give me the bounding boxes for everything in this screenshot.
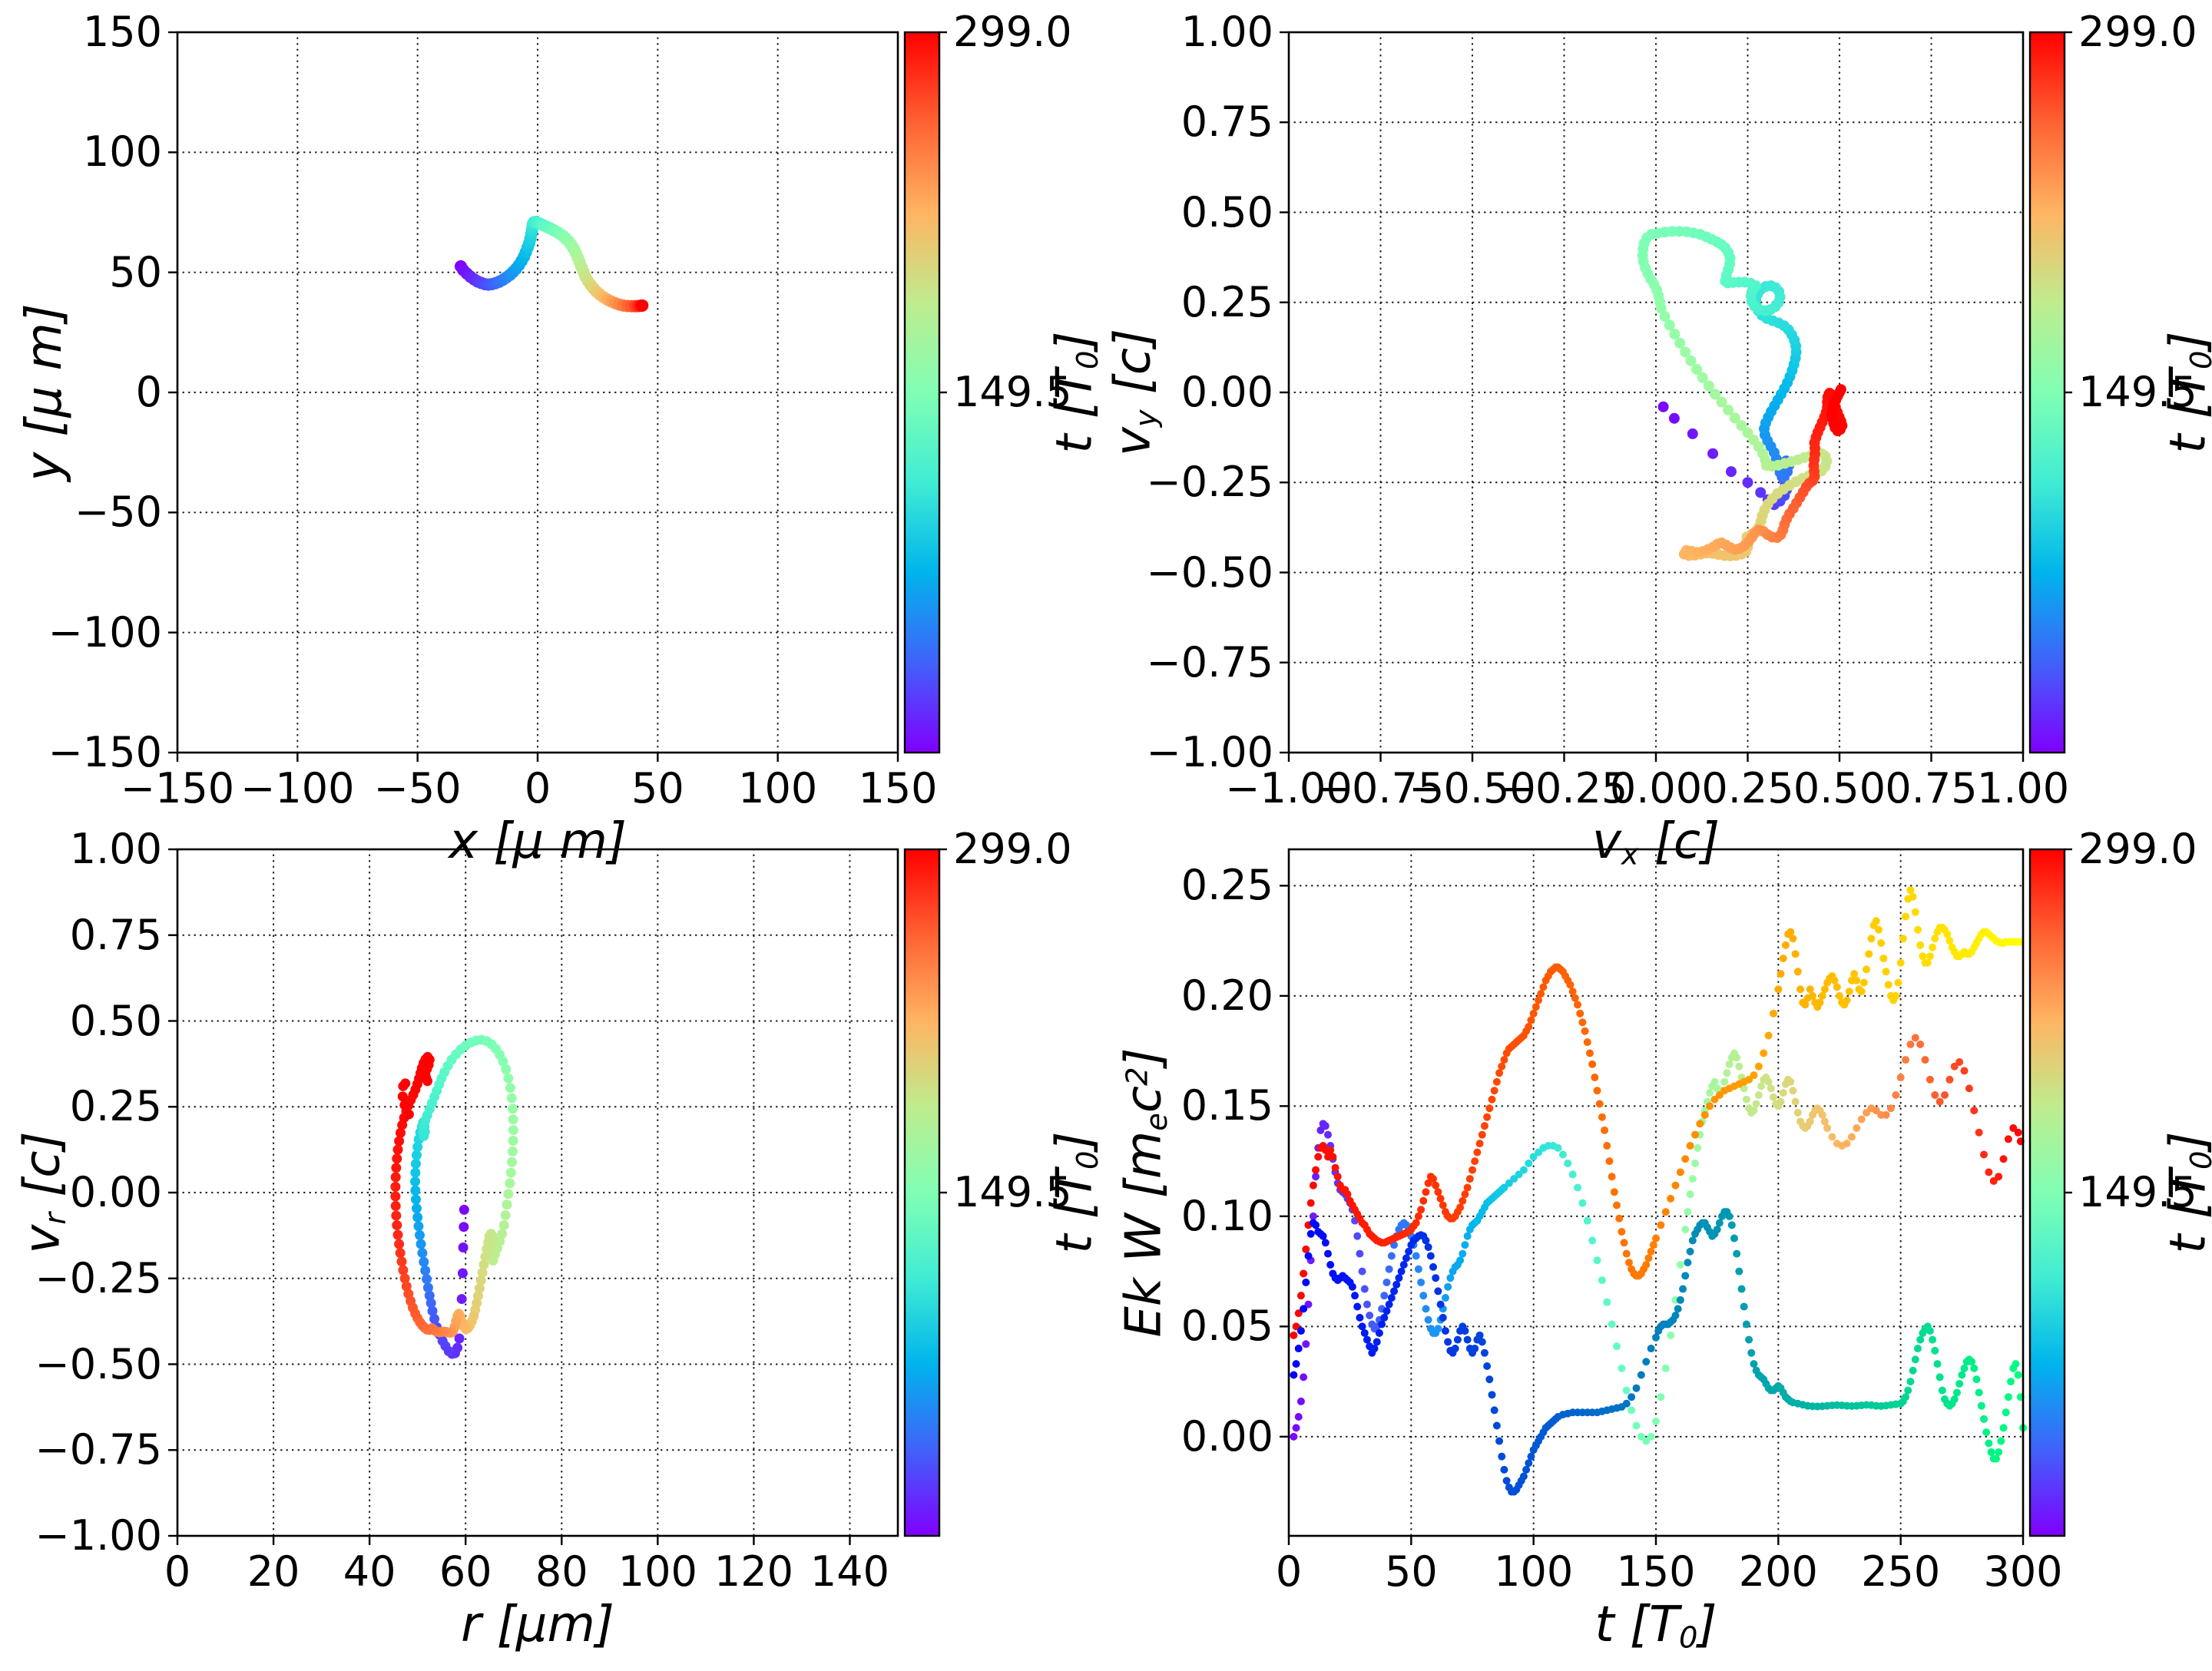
series-W-winter (1290, 1208, 2027, 1496)
x-tick-label: 0 (524, 764, 551, 812)
colorbar-label-ekw: t [T0] (2160, 1131, 2212, 1254)
y-tick-label: −0.50 (1146, 548, 1273, 597)
xlabel-rvr: r [μm] (461, 1597, 614, 1653)
x-tick-label: 50 (631, 764, 684, 812)
panel-vxvy (1280, 31, 2072, 762)
ylabel-vxvy: vy [c] (1104, 328, 1164, 457)
colorbar-tick-label: 149.5 (2078, 1168, 2197, 1216)
y-tick-label: 0.25 (1181, 861, 1273, 910)
y-tick-label: 150 (82, 8, 162, 56)
x-tick-label: 150 (1616, 1547, 1696, 1596)
xlabel-xy: x [μ m] (449, 813, 627, 870)
x-tick-label: 250 (1861, 1547, 1941, 1596)
y-tick-label: −100 (48, 607, 162, 657)
colorbar-tick-label: 299.0 (2078, 825, 2197, 873)
panel-xy (168, 31, 947, 762)
y-tick-label: 0.25 (1181, 277, 1273, 326)
y-tick-label: 0 (135, 368, 162, 416)
y-tick-label: 0.15 (1181, 1081, 1273, 1130)
y-tick-label: 100 (82, 127, 162, 177)
ylabel-rvr: vr [c] (14, 1131, 74, 1254)
panel-ekw (1280, 848, 2072, 1545)
y-tick-label: 1.00 (1181, 8, 1273, 56)
x-tick-label: 80 (535, 1547, 588, 1596)
colorbar-tick-label: 149.5 (953, 1168, 1072, 1216)
x-tick-label: 20 (247, 1547, 300, 1596)
x-tick-label: −0.75 (1316, 764, 1445, 812)
y-tick-label: 50 (109, 247, 162, 296)
y-tick-label: −150 (48, 728, 162, 776)
y-tick-label: 0.50 (69, 996, 162, 1045)
x-tick-label: −0.25 (1500, 764, 1628, 812)
x-tick-label: 60 (439, 1547, 492, 1596)
x-tick-label: −100 (240, 764, 355, 812)
x-tick-label: 50 (1384, 1547, 1438, 1596)
ylabel-xy: y [μ m] (16, 303, 73, 481)
y-tick-label: −0.25 (1146, 458, 1273, 507)
y-tick-label: −1.00 (1146, 728, 1273, 776)
x-tick-label: 0.00 (1609, 764, 1703, 812)
colorbar-vxvy (2028, 31, 2066, 754)
x-tick-label: 0.75 (1885, 764, 1978, 812)
y-tick-label: 0.05 (1181, 1302, 1273, 1351)
colorbar-tick-label: 299.0 (953, 8, 1072, 56)
panel-rvr (168, 848, 947, 1545)
ylabel-ekw: Ek W [mec2] (1115, 1047, 1175, 1338)
series-trajectory-xy (454, 216, 649, 313)
x-tick-label: 1.00 (1976, 764, 2070, 812)
colorbar-label-xy: t [T0] (1046, 331, 1106, 454)
y-tick-label: 0.75 (1181, 98, 1273, 147)
series-W-autumn (1290, 886, 2025, 1339)
series-trajectory-vxvy (1637, 226, 1848, 561)
y-tick-label: 0.00 (1181, 1411, 1273, 1461)
colorbar-tick-label: 149.5 (2078, 368, 2197, 416)
y-tick-label: −0.75 (1146, 637, 1273, 687)
y-tick-label: 0.00 (69, 1168, 162, 1216)
x-tick-label: 120 (714, 1547, 793, 1596)
x-tick-label: 300 (1983, 1547, 2063, 1596)
y-tick-label: 0.50 (1181, 187, 1273, 237)
y-tick-label: 0.75 (69, 910, 162, 959)
x-tick-label: −150 (120, 764, 235, 812)
x-tick-label: 0 (1275, 1547, 1303, 1596)
colorbar-label-rvr: t [T0] (1046, 1131, 1106, 1254)
x-tick-label: 0.50 (1793, 764, 1886, 812)
series-trajectory-rvr (390, 1034, 518, 1359)
x-tick-label: 200 (1738, 1547, 1818, 1596)
colorbar-tick-label: 149.5 (953, 368, 1072, 416)
y-tick-label: −1.00 (35, 1511, 162, 1560)
x-tick-label: −50 (373, 764, 462, 812)
x-tick-label: 100 (618, 1547, 697, 1596)
colorbar-label-vxvy: t [T0] (2160, 331, 2212, 454)
y-tick-label: −50 (75, 488, 162, 537)
y-tick-label: 0.20 (1181, 971, 1273, 1020)
colorbar-tick-label: 299.0 (2078, 8, 2197, 56)
colorbar-rvr (903, 848, 941, 1537)
y-tick-label: 1.00 (69, 825, 162, 873)
x-tick-label: −1.00 (1225, 764, 1353, 812)
series-Ek-rainbow (1290, 1034, 2025, 1445)
y-tick-label: 0.25 (69, 1082, 162, 1131)
y-tick-label: −0.25 (35, 1253, 162, 1302)
y-tick-label: 0.00 (1181, 368, 1273, 416)
x-tick-label: 140 (810, 1547, 889, 1596)
y-tick-label: 0.10 (1181, 1191, 1273, 1240)
x-tick-label: 150 (858, 764, 938, 812)
x-tick-label: 0 (164, 1547, 191, 1596)
xlabel-vxvy: vx [c] (1591, 813, 1720, 872)
x-tick-label: 40 (343, 1547, 396, 1596)
x-tick-label: 100 (1494, 1547, 1574, 1596)
y-tick-label: −0.75 (35, 1425, 162, 1474)
colorbar-tick-label: 299.0 (953, 825, 1072, 873)
colorbar-xy (903, 31, 941, 754)
x-tick-label: 100 (738, 764, 818, 812)
x-tick-label: 0.25 (1701, 764, 1794, 812)
xlabel-ekw: t [T0] (1594, 1597, 1717, 1656)
y-tick-label: −0.50 (35, 1339, 162, 1388)
x-tick-label: −0.50 (1409, 764, 1536, 812)
